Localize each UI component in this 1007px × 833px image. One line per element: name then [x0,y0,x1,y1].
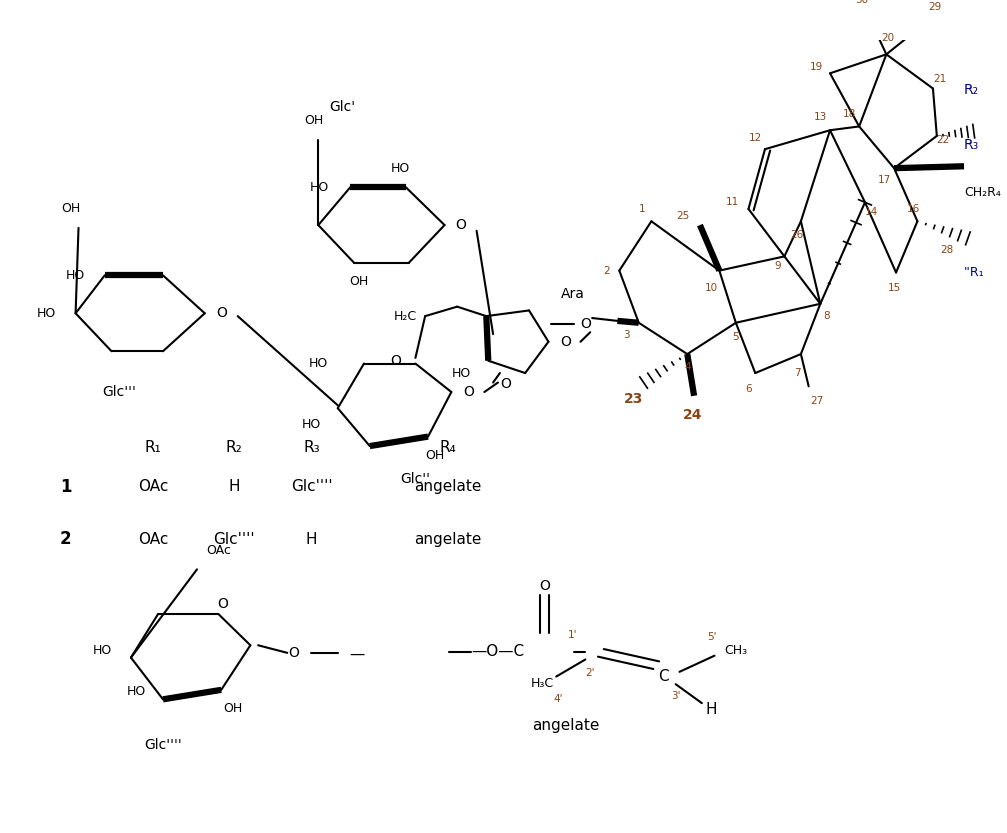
Text: OH: OH [304,114,323,127]
Text: R₂: R₂ [964,83,979,97]
Text: OH: OH [224,702,243,716]
Text: 2: 2 [60,530,71,548]
Text: 17: 17 [878,176,891,186]
Text: O: O [217,597,228,611]
Text: angelate: angelate [533,718,599,733]
Text: Ara: Ara [561,287,585,302]
Text: 16: 16 [907,204,920,214]
Text: Glc'''': Glc'''' [291,479,332,494]
Text: 1: 1 [638,204,644,214]
Text: HO: HO [310,181,329,193]
Text: 3': 3' [671,691,681,701]
Text: 21: 21 [933,74,947,84]
Text: 18: 18 [843,109,856,119]
Text: HO: HO [66,269,86,282]
Text: OH: OH [425,449,444,462]
Text: O: O [500,377,512,392]
Text: Glc'': Glc'' [401,472,430,486]
Text: Glc''': Glc''' [103,385,136,399]
Text: 29: 29 [928,2,942,12]
Text: 2': 2' [585,668,595,678]
Text: C: C [658,669,669,684]
Text: 12: 12 [748,132,762,142]
Text: HO: HO [37,307,56,320]
Text: R₄: R₄ [439,440,456,455]
Text: R₃: R₃ [303,440,320,455]
Text: O: O [539,578,550,592]
Text: O: O [289,646,299,660]
Text: —O—C: —O—C [471,645,524,660]
Text: 8: 8 [823,312,830,322]
Text: 26: 26 [790,230,804,240]
Text: 5': 5' [707,631,716,641]
Text: 9: 9 [774,261,780,271]
Text: 1: 1 [60,478,71,496]
Text: 4': 4' [554,695,563,705]
Text: 13: 13 [814,112,827,122]
Text: 27: 27 [810,397,823,407]
Text: H₂C: H₂C [395,310,417,322]
Text: 10: 10 [705,282,718,292]
Text: 6: 6 [745,384,752,394]
Text: O: O [215,307,227,320]
Text: 15: 15 [887,282,900,292]
Text: 28: 28 [940,245,954,255]
Text: HO: HO [309,357,328,370]
Text: 14: 14 [865,207,878,217]
Text: 11: 11 [726,197,739,207]
Text: H: H [229,479,240,494]
Text: H₃C: H₃C [531,676,554,690]
Text: 19: 19 [810,62,823,72]
Text: "⁠R₁: "⁠R₁ [964,266,984,279]
Text: OH: OH [349,276,369,288]
Text: OH: OH [61,202,81,216]
Text: HO: HO [93,644,112,656]
Text: CH₂R₄: CH₂R₄ [964,187,1001,199]
Text: O: O [463,385,474,399]
Text: R₃: R₃ [964,138,979,152]
Text: OAc: OAc [138,531,168,546]
Text: 30: 30 [856,0,869,5]
Text: HO: HO [392,162,411,175]
Text: R₁: R₁ [145,440,162,455]
Text: Glc'''': Glc'''' [144,738,182,752]
Text: —: — [349,647,365,662]
Text: HO: HO [451,367,471,380]
Text: HO: HO [126,686,145,698]
Text: CH₃: CH₃ [724,644,747,656]
Text: O: O [561,335,571,349]
Text: O: O [455,218,466,232]
Text: 3: 3 [622,330,629,340]
Text: angelate: angelate [414,531,481,546]
Text: HO: HO [302,418,321,431]
Text: 24: 24 [683,408,702,421]
Text: 20: 20 [882,33,895,43]
Text: 7: 7 [794,368,801,378]
Text: OAc: OAc [138,479,168,494]
Text: H: H [706,702,717,717]
Text: 22: 22 [937,135,950,145]
Text: OAc: OAc [206,544,232,557]
Text: 23: 23 [624,392,643,406]
Text: 25: 25 [676,211,689,221]
Text: R₂: R₂ [226,440,243,455]
Text: 5: 5 [732,332,739,342]
Text: Glc': Glc' [329,101,355,114]
Text: H: H [306,531,317,546]
Text: angelate: angelate [414,479,481,494]
Text: 2: 2 [603,266,610,276]
Text: 4: 4 [684,362,691,372]
Text: O: O [580,317,591,331]
Text: Glc'''': Glc'''' [213,531,255,546]
Text: 1': 1' [568,630,577,640]
Text: O: O [391,354,402,367]
